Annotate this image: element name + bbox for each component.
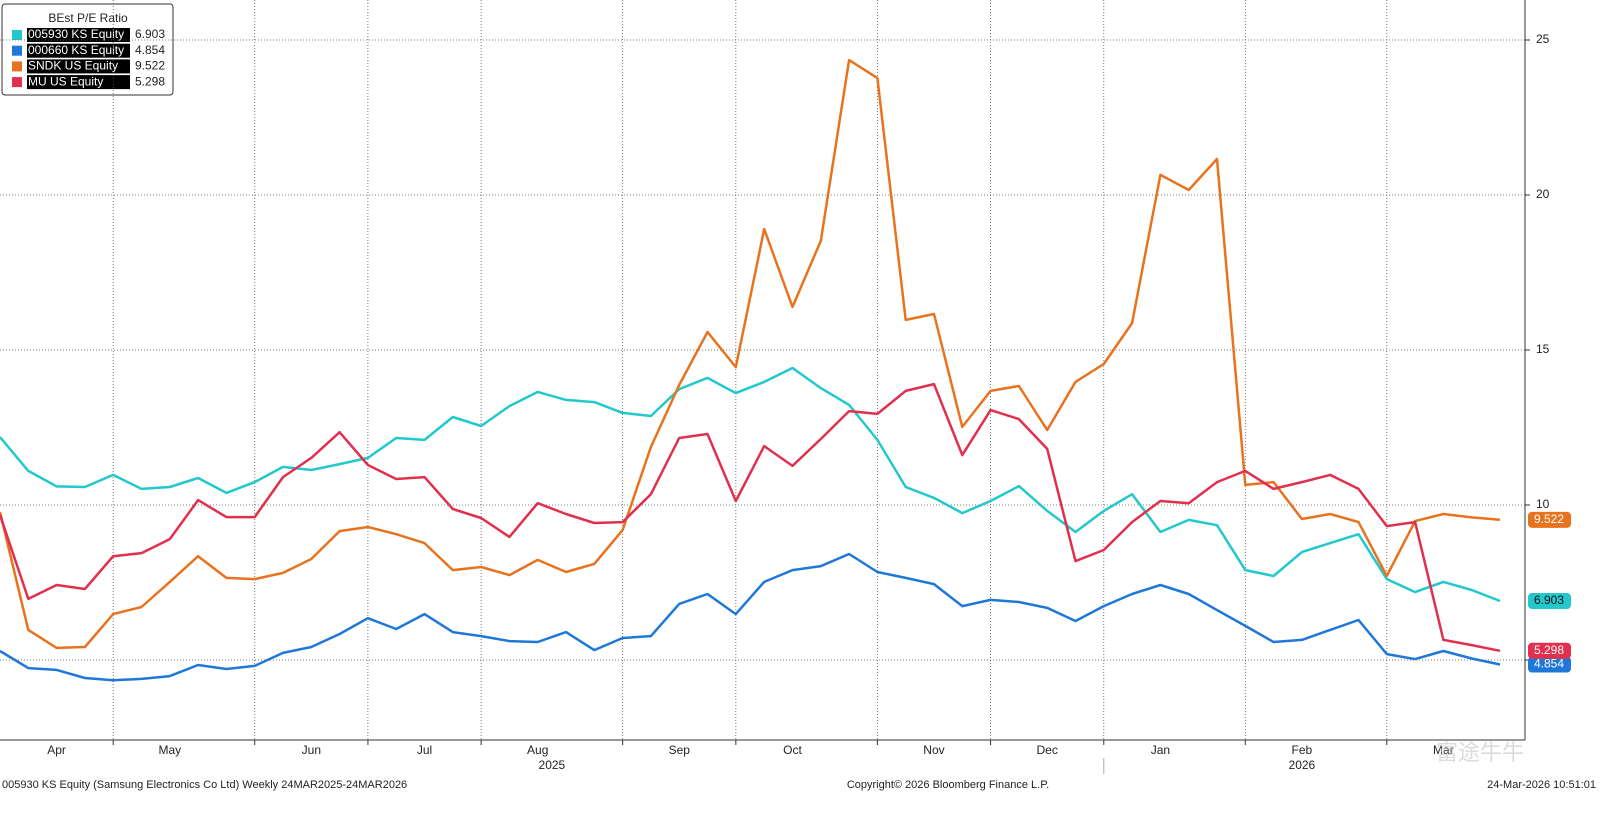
x-tick-label: Oct	[783, 743, 802, 757]
x-tick-label: Nov	[923, 743, 944, 757]
y-tick-label: 20	[1536, 187, 1550, 201]
x-tick-label: Sep	[669, 743, 691, 757]
x-tick-label: Jul	[417, 743, 432, 757]
x-tick-label: Aug	[527, 743, 548, 757]
year-label: 2025	[539, 758, 566, 772]
value-tag	[1528, 642, 1571, 659]
x-tick-label: Jun	[302, 743, 321, 757]
value-tag-label: 6.903	[1534, 593, 1564, 607]
series-line	[0, 58, 1501, 650]
x-tick-label: Dec	[1036, 743, 1057, 757]
series-line	[0, 382, 1501, 653]
legend: BEst P/E Ratio 005930 KS Equity 6.903 0006…	[1, 3, 174, 96]
year-label: 2026	[1289, 758, 1316, 772]
grid	[0, 0, 1525, 740]
legend-swatch	[12, 61, 22, 72]
legend-name-bg	[27, 43, 130, 58]
value-tag-label: 4.854	[1534, 657, 1564, 671]
y-tick-label: 15	[1536, 342, 1550, 356]
series-line	[0, 552, 1501, 682]
legend-swatch	[12, 45, 22, 56]
legend-swatch	[12, 30, 22, 40]
x-tick-label: May	[158, 743, 181, 757]
x-tick-label: Jan	[1151, 743, 1170, 757]
legend-value: 4.854	[135, 43, 165, 57]
y-tick-label: 25	[1536, 32, 1550, 46]
legend-name-bg	[27, 75, 130, 90]
y-tick-label: 10	[1536, 497, 1550, 511]
legend-name-bg	[27, 59, 130, 74]
value-tag	[1528, 593, 1571, 610]
timestamp: 24-Mar-2026 10:51:01	[1487, 779, 1596, 791]
value-tag	[1528, 656, 1571, 673]
legend-name-bg	[27, 28, 130, 42]
footer-note: 005930 KS Equity (Samsung Electronics Co…	[2, 779, 407, 791]
legend-value: 9.522	[135, 59, 165, 73]
copyright: Copyright© 2026 Bloomberg Finance L.P.	[847, 779, 1049, 791]
legend-name: SNDK US Equity	[28, 59, 118, 73]
legend-value: 6.903	[135, 27, 165, 41]
legend-name: MU US Equity	[28, 74, 103, 88]
value-tag-label: 5.298	[1534, 643, 1564, 657]
legend-name: 005930 KS Equity	[28, 27, 124, 41]
x-tick-label: Feb	[1292, 743, 1313, 757]
watermark: 富途牛牛	[1436, 740, 1524, 765]
legend-name: 000660 KS Equity	[28, 43, 124, 57]
x-tick-label: Apr	[47, 743, 66, 757]
legend-swatch	[12, 77, 22, 88]
x-tick-label: Mar	[1433, 743, 1454, 757]
legend-value: 5.298	[135, 74, 165, 88]
legend-title: BEst P/E Ratio	[48, 11, 128, 25]
value-tag	[1528, 511, 1571, 528]
series-line	[0, 366, 1501, 603]
value-tag-label: 9.522	[1534, 512, 1564, 526]
